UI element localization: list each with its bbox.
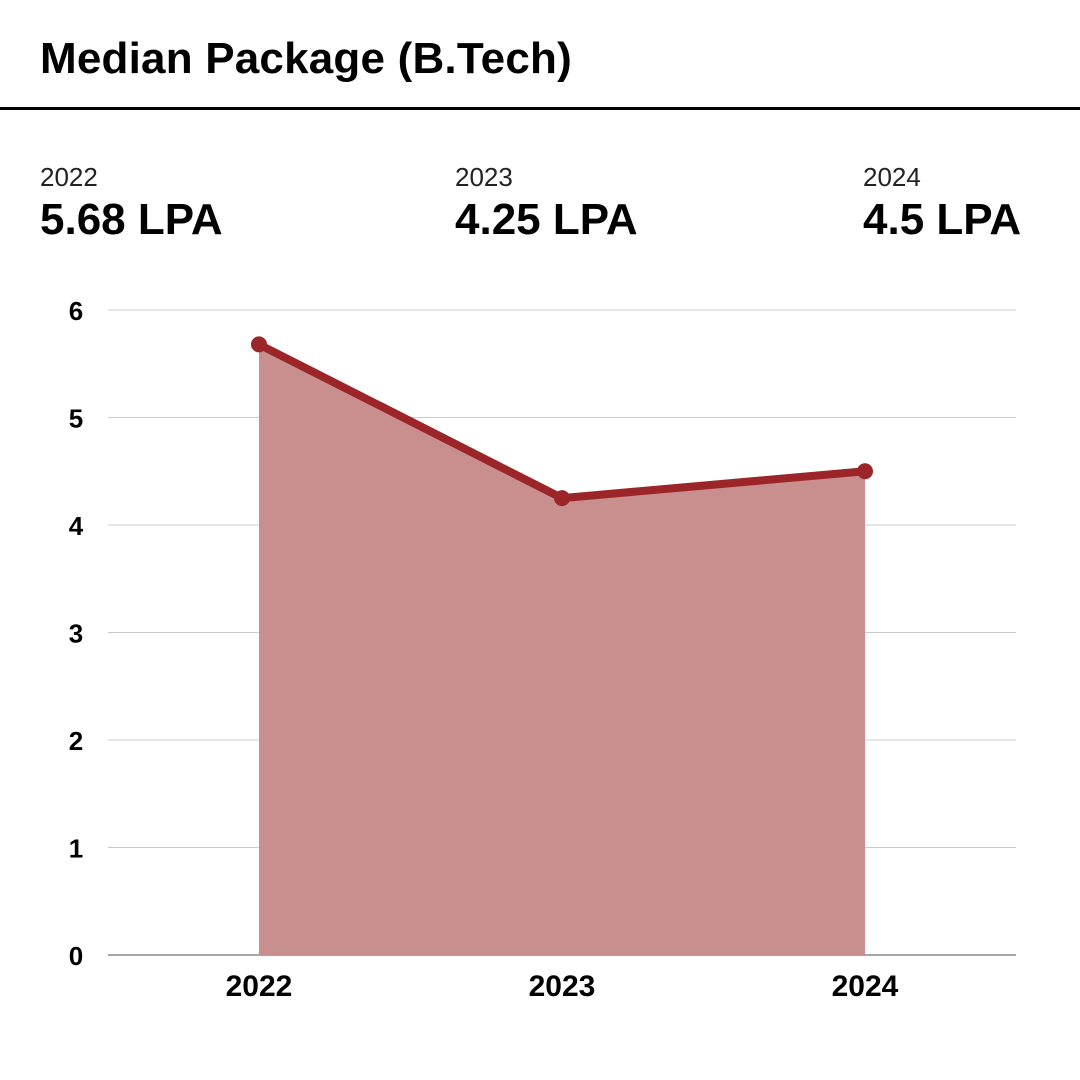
data-points xyxy=(251,336,873,507)
data-point-2022 xyxy=(251,336,267,353)
stat-year: 2024 xyxy=(863,162,921,192)
x-tick-label: 2022 xyxy=(226,970,293,1003)
y-tick-label: 1 xyxy=(69,834,83,864)
stat-year: 2022 xyxy=(40,162,98,192)
y-tick-label: 4 xyxy=(69,511,84,541)
stat-2024: 2024 4.5 LPA xyxy=(863,160,1021,246)
y-tick-label: 3 xyxy=(69,619,83,649)
series-line xyxy=(255,340,869,503)
title-divider xyxy=(0,107,1080,110)
stat-year: 2023 xyxy=(455,162,513,192)
area-fill-layer xyxy=(259,344,865,955)
y-tick-label: 2 xyxy=(69,726,83,756)
data-point-2024 xyxy=(857,463,873,480)
y-tick-label: 0 xyxy=(69,941,83,971)
area-fill xyxy=(259,344,865,955)
data-point-2023 xyxy=(554,490,570,507)
series-line-layer xyxy=(255,340,869,503)
y-tick-label: 5 xyxy=(69,404,83,434)
stat-2023: 2023 4.25 LPA xyxy=(455,160,638,246)
gridlines xyxy=(108,309,1016,956)
chart-title: Median Package (B.Tech) xyxy=(40,34,572,83)
stat-value: 4.25 LPA xyxy=(455,195,638,244)
x-tick-label: 2023 xyxy=(529,970,596,1003)
y-tick-labels: 0 1 2 3 4 5 6 xyxy=(69,296,84,971)
x-tick-label: 2024 xyxy=(832,970,899,1003)
y-tick-label: 6 xyxy=(69,296,83,326)
x-tick-labels: 2022 2023 2024 xyxy=(226,970,899,1003)
stat-value: 4.5 LPA xyxy=(863,195,1022,244)
stat-2022: 2022 5.68 LPA xyxy=(40,160,223,246)
stat-value: 5.68 LPA xyxy=(40,195,223,244)
